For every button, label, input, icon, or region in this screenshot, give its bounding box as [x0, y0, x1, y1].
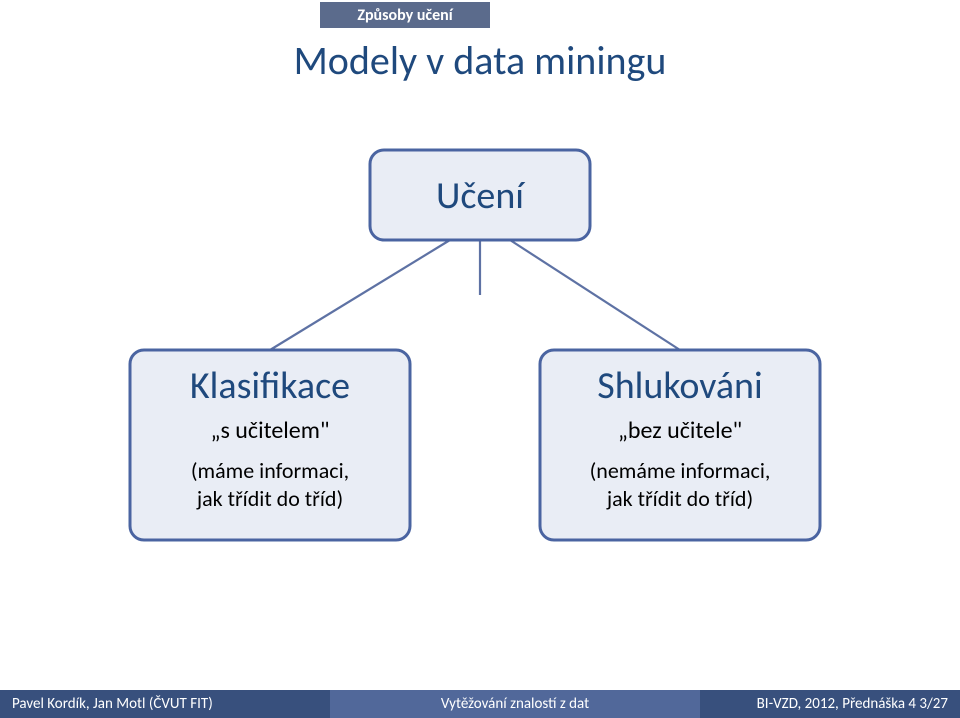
footer-right: BI-VZD, 2012, Přednáška 4 3/27 — [700, 690, 960, 718]
edge-root-right — [510, 240, 680, 350]
footer-left: Pavel Kordík, Jan Motl (ČVUT FIT) — [0, 690, 330, 718]
node-left-sub2a: (máme informaci, — [191, 457, 349, 484]
node-clustering: Shlukováni „bez učitele" (nemáme informa… — [540, 350, 820, 540]
node-right-sub2a: (nemáme informaci, — [590, 457, 771, 484]
footer: Pavel Kordík, Jan Motl (ČVUT FIT) Vytěžo… — [0, 690, 960, 718]
node-root: Učení — [370, 150, 590, 240]
node-left-sub2b: jak třídit do tříd) — [196, 485, 343, 512]
node-root-title: Učení — [436, 173, 526, 219]
node-right-title: Shlukováni — [597, 363, 762, 409]
node-right-sub1: „bez učitele" — [618, 416, 742, 445]
section-label: Způsoby učení — [320, 2, 490, 28]
page-title: Modely v data miningu — [200, 36, 760, 85]
footer-center: Vytěžování znalostí z dat — [330, 690, 700, 718]
diagram: Učení Klasifikace „s učitelem" (máme inf… — [0, 120, 960, 640]
node-left-sub1: „s učitelem" — [210, 416, 329, 445]
node-left-title: Klasifikace — [190, 363, 350, 409]
node-right-sub2b: jak třídit do tříd) — [606, 485, 753, 512]
edge-root-left — [270, 240, 450, 350]
node-classification: Klasifikace „s učitelem" (máme informaci… — [130, 350, 410, 540]
